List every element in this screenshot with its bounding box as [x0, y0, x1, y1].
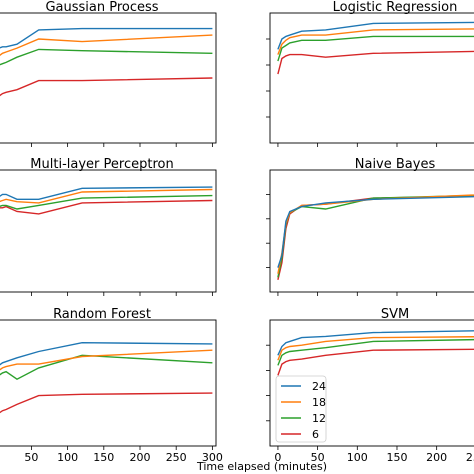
- series-line-18: [277, 336, 474, 361]
- series-line-24: [0, 27, 213, 49]
- series-line-18: [277, 28, 474, 55]
- series-line-6: [0, 392, 213, 414]
- x-tick-label: 300: [202, 451, 223, 464]
- x-tick-label: 50: [24, 451, 38, 464]
- legend-label-18: 18: [312, 396, 326, 409]
- series-line-18: [0, 34, 213, 56]
- x-tick-label: 200: [426, 451, 447, 464]
- legend-label-12: 12: [312, 412, 326, 425]
- series-group: [0, 186, 213, 215]
- panel-svm: 050100150200250300SVM: [266, 307, 474, 464]
- panel-naive-bayes: Naive Bayes: [266, 157, 474, 296]
- x-tick-label: 250: [166, 451, 187, 464]
- series-line-6: [277, 348, 474, 376]
- x-tick-label: 50: [311, 451, 325, 464]
- series-line-12: [277, 35, 474, 62]
- series-line-24: [277, 330, 474, 356]
- series-line-12: [277, 338, 474, 366]
- axes-frame: [0, 12, 217, 144]
- axes-frame: [0, 169, 217, 293]
- x-tick-label: 250: [466, 451, 474, 464]
- axes-frame: [269, 12, 474, 144]
- series-line-6: [0, 77, 213, 97]
- x-tick-label: 150: [386, 451, 407, 464]
- series-group: [277, 21, 474, 75]
- series-line-24: [0, 341, 213, 366]
- panel-title: Logistic Regression: [333, 0, 458, 15]
- panel-title: SVM: [381, 307, 409, 322]
- series-group: [277, 330, 474, 376]
- series-line-12: [0, 48, 213, 66]
- panel-title: Multi-layer Perceptron: [30, 157, 173, 172]
- x-tick-label: 100: [347, 451, 368, 464]
- panel-logistic-regression: Logistic Regression: [266, 0, 474, 147]
- legend-box: [275, 375, 327, 443]
- axes-frame: [269, 319, 474, 447]
- panel-title: Naive Bayes: [355, 157, 436, 172]
- series-line-24: [0, 186, 213, 201]
- x-tick-label: 0: [274, 451, 281, 464]
- panel-multi-layer-perceptron: Multi-layer Perceptron: [0, 157, 217, 296]
- axes-frame: [0, 319, 217, 447]
- panel-title: Gaussian Process: [45, 0, 158, 15]
- series-line-24: [277, 21, 474, 50]
- series-line-12: [0, 194, 213, 210]
- x-tick-label: 150: [93, 451, 114, 464]
- legend: 24 18 12 6: [275, 375, 327, 443]
- x-tick-label: 200: [130, 451, 151, 464]
- series-line-12: [277, 194, 474, 278]
- series-line-6: [277, 195, 474, 280]
- panel-gaussian-process: Gaussian Process: [0, 0, 217, 147]
- panel-title: Random Forest: [53, 307, 151, 322]
- x-tick-label: 100: [57, 451, 78, 464]
- series-group: [277, 194, 474, 280]
- series-line-18: [0, 349, 213, 371]
- legend-label-6: 6: [312, 428, 319, 441]
- series-group: [0, 27, 213, 97]
- axes-frame: [269, 169, 474, 293]
- series-line-18: [0, 188, 213, 204]
- series-line-6: [277, 50, 474, 75]
- legend-label-24: 24: [312, 380, 326, 393]
- series-line-6: [0, 199, 213, 215]
- series-group: [0, 341, 213, 414]
- panel-random-forest: 050100150200250300Random Forest: [0, 307, 223, 464]
- x-axis-label: Time elapsed (minutes): [196, 460, 327, 473]
- series-line-24: [277, 195, 474, 268]
- series-line-12: [0, 354, 213, 381]
